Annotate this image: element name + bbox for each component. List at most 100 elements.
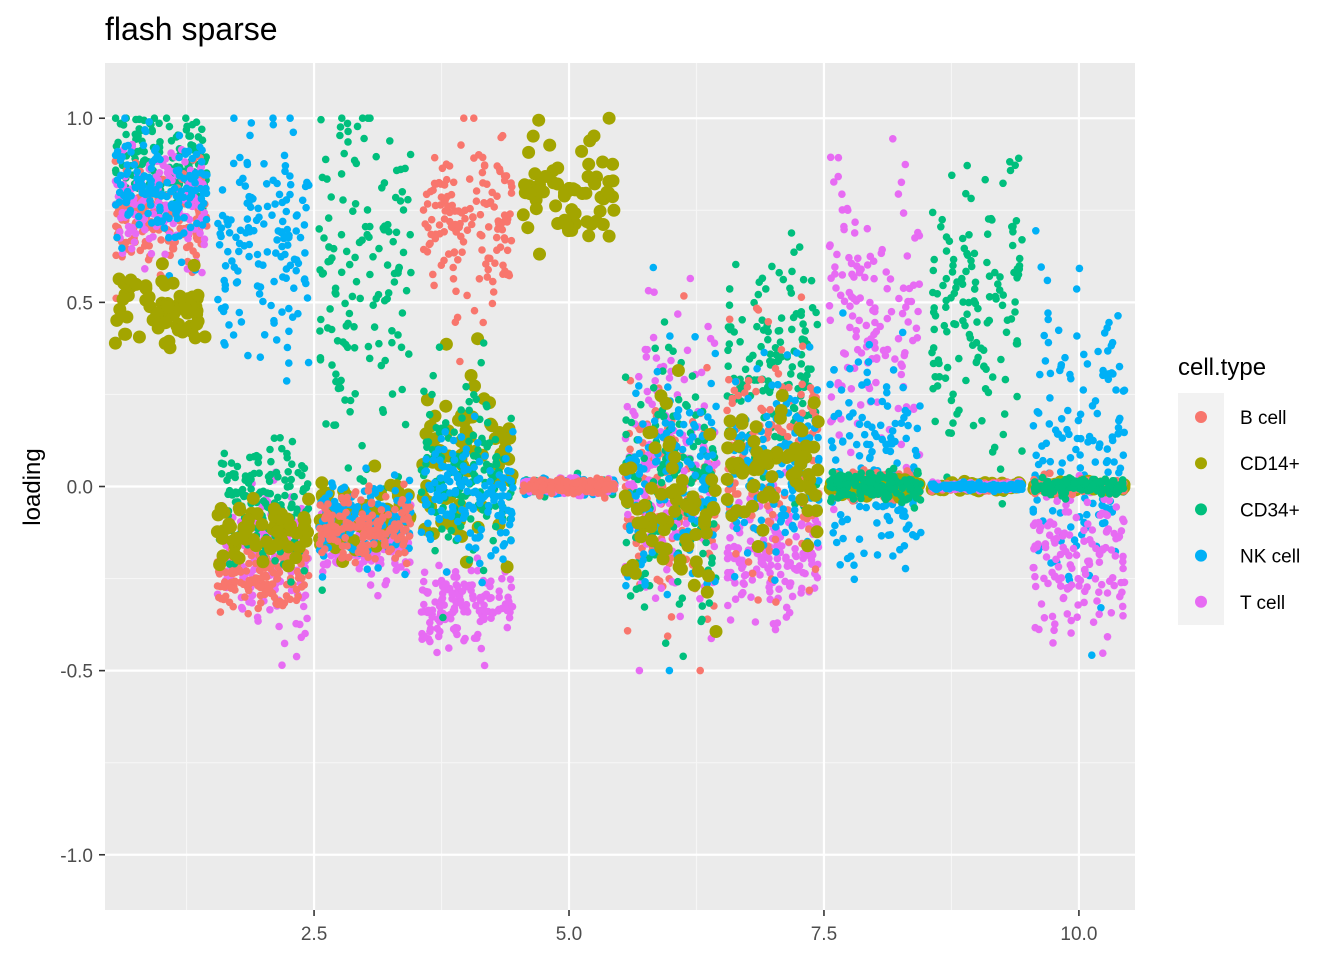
data-point [351,390,360,398]
data-point [865,454,874,463]
data-point [503,246,512,255]
data-point [151,146,159,155]
data-point [768,381,776,390]
data-point [807,276,816,285]
data-point [839,437,847,446]
data-point [162,114,171,122]
data-point [430,281,438,290]
data-point [483,402,491,411]
data-point [660,318,669,326]
data-point [882,446,890,455]
data-point [871,304,879,312]
data-point [453,630,461,639]
data-point [158,278,172,292]
data-point [773,554,782,563]
data-point [808,304,817,312]
data-point [288,313,297,322]
data-point [423,200,432,208]
data-point [855,420,864,429]
data-point [219,307,228,316]
data-point [271,557,279,565]
data-point [236,153,244,162]
data-point [170,184,179,193]
data-point [248,599,256,607]
data-point [777,314,786,322]
data-point [446,610,454,619]
data-point [687,578,701,592]
data-point [802,468,816,481]
data-point [707,379,715,388]
data-point [367,499,376,508]
data-point [832,538,841,547]
data-point [225,471,233,480]
data-point [838,190,846,198]
data-point [504,445,513,453]
data-point [267,502,281,516]
data-point [318,573,327,581]
data-point [351,200,360,208]
data-point [246,491,260,505]
data-point [263,202,272,211]
data-point [235,530,249,544]
data-point [449,436,458,445]
data-point [861,273,869,282]
data-point [405,476,414,485]
data-point [797,589,805,597]
data-point [343,119,352,128]
data-point [903,252,912,260]
data-point [281,491,289,500]
data-point [404,516,413,525]
data-point [730,572,739,581]
data-point [460,114,468,122]
data-point [897,440,906,449]
data-point [680,292,688,300]
data-point [813,320,822,329]
data-point [865,384,874,393]
data-point [744,558,753,566]
data-point [480,466,489,474]
data-point [363,206,372,214]
data-point [855,265,864,274]
data-point [422,455,430,464]
data-point [712,402,720,411]
data-point [437,193,446,201]
data-point [476,559,484,568]
data-point [723,414,737,428]
data-point [332,290,340,298]
data-point [749,420,763,434]
data-point [292,227,301,235]
data-point [628,566,642,580]
data-point [342,508,350,517]
data-point [596,218,610,231]
data-point [676,612,684,621]
data-point [788,363,797,371]
data-point [661,419,670,427]
data-point [876,421,885,430]
data-point [827,437,836,445]
data-point [789,465,803,479]
data-point [315,225,324,233]
data-point [444,202,452,210]
data-point [478,578,486,587]
data-point [275,190,284,199]
data-point [231,568,240,577]
data-point [909,281,918,290]
data-point [732,439,746,453]
data-point [705,599,714,607]
data-point [624,510,632,519]
data-point [165,122,174,131]
data-point [149,210,158,218]
data-point [217,594,225,603]
data-point [557,189,571,203]
data-point [915,280,924,289]
data-point [235,308,244,317]
data-point [829,529,837,537]
data-point [435,561,443,570]
data-point [771,625,780,634]
data-point [621,373,630,382]
data-point [303,614,311,623]
data-point [757,342,765,351]
data-point [766,569,774,577]
data-point [772,548,780,556]
data-point [417,608,426,616]
